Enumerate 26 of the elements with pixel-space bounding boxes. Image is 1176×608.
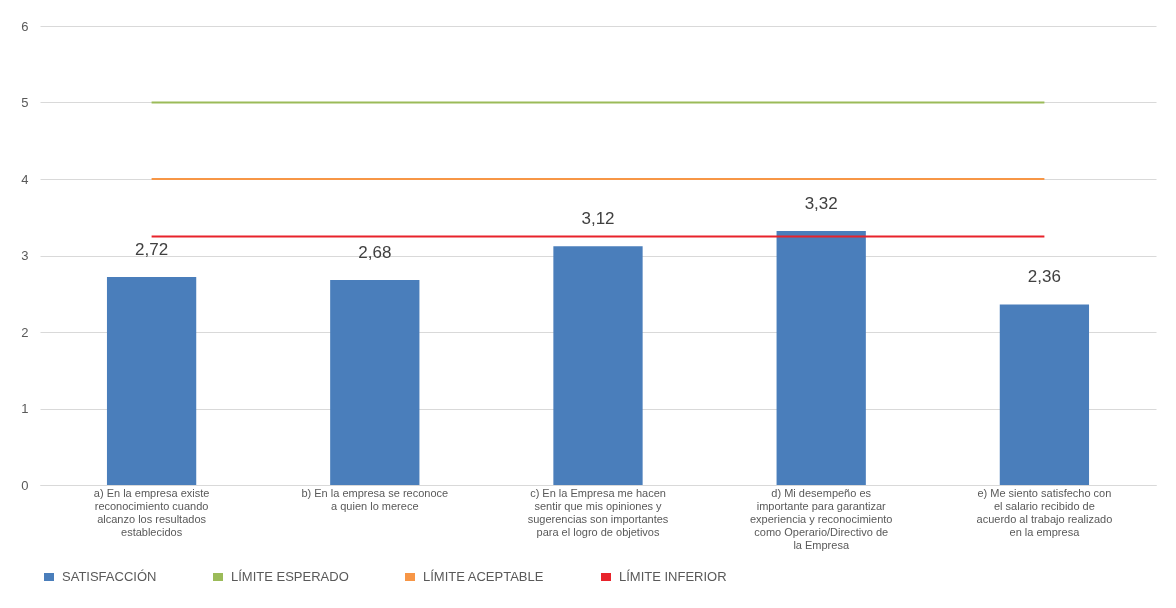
bar: [106, 276, 197, 485]
bar: [553, 246, 643, 485]
x-tick-label: e) Me siento satisfecho con el salario recibido de acuerdo al trabajo realizado en la empresa: [976, 486, 1113, 538]
bar: [330, 279, 420, 485]
legend-label: LÍMITE INFERIOR: [619, 569, 727, 584]
data-label: 2,36: [1027, 267, 1061, 287]
legend-label: LÍMITE ACEPTABLE: [423, 569, 544, 584]
y-tick-label: 0: [21, 477, 29, 493]
legend-label: SATISFACCIÓN: [62, 569, 157, 584]
y-tick-label: 5: [21, 95, 29, 110]
data-label: 3,32: [804, 194, 838, 214]
x-tick-label: d) Mi desempeño es importante para garantizar experiencia y reconocimiento como Operario/Directivo de la Empresa: [749, 486, 893, 551]
data-label: 2,72: [135, 239, 169, 259]
legend-label: LÍMITE ESPERADO: [231, 569, 349, 584]
bar: [776, 231, 866, 485]
y-tick-label: 4: [21, 171, 29, 187]
x-tick-label: b) En la empresa se reconoce a quien lo merece: [301, 486, 449, 512]
x-tick-label: c) En la Empresa me hacen sentir que mis opiniones y sugerencias son importantes para el logro de objetivos: [527, 486, 669, 538]
y-tick-label: 2: [21, 324, 29, 340]
y-tick-label: 3: [21, 248, 29, 263]
x-tick-label: a) En la empresa existe reconocimiento cuando alcanzo los resultados establecidos: [93, 486, 210, 538]
data-label: 3,12: [581, 209, 615, 229]
y-tick-label: 1: [21, 401, 29, 416]
data-label: 2,68: [358, 242, 392, 262]
y-tick-label: 6: [21, 18, 29, 34]
bar: [999, 304, 1090, 485]
